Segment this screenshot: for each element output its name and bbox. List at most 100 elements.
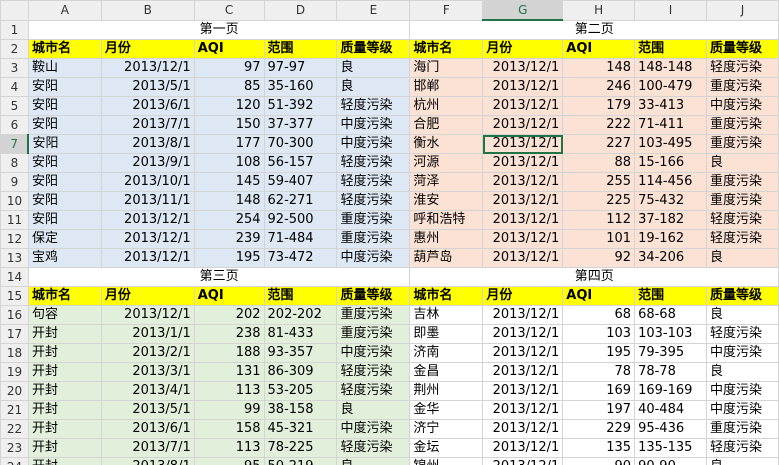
data-cell-c4[interactable]: 85 <box>193 77 265 97</box>
data-cell-d19[interactable]: 86-309 <box>263 362 338 382</box>
table-header-cell[interactable]: 月份 <box>100 286 195 306</box>
data-cell-c12[interactable]: 239 <box>193 229 265 249</box>
data-cell-e21[interactable]: 良 <box>336 400 411 420</box>
data-cell-b6[interactable]: 2013/7/1 <box>100 115 195 135</box>
data-cell-d12[interactable]: 71-484 <box>263 229 338 249</box>
data-cell-e17[interactable]: 重度污染 <box>336 324 411 344</box>
data-cell-b17[interactable]: 2013/1/1 <box>100 324 195 344</box>
data-cell-d5[interactable]: 51-392 <box>263 96 338 116</box>
data-cell-f11[interactable]: 呼和浩特 <box>409 210 484 230</box>
data-cell-f17[interactable]: 即墨 <box>409 324 484 344</box>
data-cell-j9[interactable]: 重度污染 <box>706 172 779 192</box>
data-cell-e5[interactable]: 轻度污染 <box>336 96 411 116</box>
column-header-j[interactable]: J <box>706 0 779 21</box>
data-cell-a7[interactable]: 安阳 <box>27 134 102 154</box>
data-cell-h21[interactable]: 197 <box>562 400 636 420</box>
data-cell-b13[interactable]: 2013/12/1 <box>100 248 195 268</box>
data-cell-h20[interactable]: 169 <box>562 381 636 401</box>
data-cell-b24[interactable]: 2013/8/1 <box>100 457 195 465</box>
data-cell-i19[interactable]: 78-78 <box>634 362 707 382</box>
data-cell-j6[interactable]: 重度污染 <box>706 115 779 135</box>
data-cell-i7[interactable]: 103-495 <box>634 134 707 154</box>
data-cell-j7[interactable]: 重度污染 <box>706 134 779 154</box>
row-header-10[interactable]: 10 <box>0 191 29 211</box>
data-cell-c9[interactable]: 145 <box>193 172 265 192</box>
data-cell-f9[interactable]: 菏泽 <box>409 172 484 192</box>
data-cell-a6[interactable]: 安阳 <box>27 115 102 135</box>
data-cell-b7[interactable]: 2013/8/1 <box>100 134 195 154</box>
data-cell-d9[interactable]: 59-407 <box>263 172 338 192</box>
data-cell-g19[interactable]: 2013/12/1 <box>482 362 564 382</box>
data-cell-g20[interactable]: 2013/12/1 <box>482 381 564 401</box>
table-header-cell[interactable]: 范围 <box>263 286 338 306</box>
page-title-cell[interactable]: 第二页 <box>409 19 779 40</box>
data-cell-b5[interactable]: 2013/6/1 <box>100 96 195 116</box>
data-cell-a18[interactable]: 开封 <box>27 343 102 363</box>
table-header-cell[interactable]: 城市名 <box>409 286 484 306</box>
data-cell-h17[interactable]: 103 <box>562 324 636 344</box>
data-cell-j23[interactable]: 轻度污染 <box>706 438 779 458</box>
data-cell-b21[interactable]: 2013/5/1 <box>100 400 195 420</box>
data-cell-g24[interactable]: 2013/12/1 <box>482 457 564 465</box>
data-cell-c3[interactable]: 97 <box>193 58 265 78</box>
data-cell-f10[interactable]: 淮安 <box>409 191 484 211</box>
data-cell-j16[interactable]: 良 <box>706 305 779 325</box>
data-cell-f20[interactable]: 荆州 <box>409 381 484 401</box>
data-cell-j5[interactable]: 中度污染 <box>706 96 779 116</box>
data-cell-g8[interactable]: 2013/12/1 <box>482 153 564 173</box>
data-cell-c8[interactable]: 108 <box>193 153 265 173</box>
data-cell-f19[interactable]: 金昌 <box>409 362 484 382</box>
data-cell-j24[interactable]: 良 <box>706 457 779 465</box>
table-header-cell[interactable]: 城市名 <box>27 286 102 306</box>
data-cell-f16[interactable]: 吉林 <box>409 305 484 325</box>
data-cell-h4[interactable]: 246 <box>562 77 636 97</box>
row-header-2[interactable]: 2 <box>0 39 29 59</box>
data-cell-d3[interactable]: 97-97 <box>263 58 338 78</box>
data-cell-d24[interactable]: 50-219 <box>263 457 338 465</box>
data-cell-g6[interactable]: 2013/12/1 <box>482 115 564 135</box>
data-cell-b10[interactable]: 2013/11/1 <box>100 191 195 211</box>
data-cell-j10[interactable]: 重度污染 <box>706 191 779 211</box>
data-cell-c24[interactable]: 95 <box>193 457 265 465</box>
data-cell-b18[interactable]: 2013/2/1 <box>100 343 195 363</box>
data-cell-j12[interactable]: 轻度污染 <box>706 229 779 249</box>
data-cell-i18[interactable]: 79-395 <box>634 343 707 363</box>
row-header-6[interactable]: 6 <box>0 115 29 135</box>
data-cell-j11[interactable]: 轻度污染 <box>706 210 779 230</box>
page-title-cell[interactable]: 第三页 <box>27 267 411 287</box>
data-cell-f6[interactable]: 合肥 <box>409 115 484 135</box>
data-cell-a16[interactable]: 句容 <box>27 305 102 325</box>
data-cell-d8[interactable]: 56-157 <box>263 153 338 173</box>
column-header-e[interactable]: E <box>336 0 411 21</box>
row-header-22[interactable]: 22 <box>0 419 29 439</box>
data-cell-e9[interactable]: 轻度污染 <box>336 172 411 192</box>
data-cell-f22[interactable]: 济宁 <box>409 419 484 439</box>
data-cell-e8[interactable]: 轻度污染 <box>336 153 411 173</box>
data-cell-d22[interactable]: 45-321 <box>263 419 338 439</box>
column-header-i[interactable]: I <box>634 0 707 21</box>
data-cell-h13[interactable]: 92 <box>562 248 636 268</box>
data-cell-f7[interactable]: 衡水 <box>409 134 484 154</box>
data-cell-j18[interactable]: 中度污染 <box>706 343 779 363</box>
row-header-19[interactable]: 19 <box>0 362 29 382</box>
data-cell-f13[interactable]: 葫芦岛 <box>409 248 484 268</box>
select-all-corner[interactable] <box>0 0 29 21</box>
data-cell-h22[interactable]: 229 <box>562 419 636 439</box>
data-cell-c23[interactable]: 113 <box>193 438 265 458</box>
data-cell-h8[interactable]: 88 <box>562 153 636 173</box>
column-header-a[interactable]: A <box>27 0 102 21</box>
data-cell-j17[interactable]: 轻度污染 <box>706 324 779 344</box>
data-cell-e16[interactable]: 重度污染 <box>336 305 411 325</box>
table-header-cell[interactable]: AQI <box>562 39 636 59</box>
data-cell-d17[interactable]: 81-433 <box>263 324 338 344</box>
data-cell-f24[interactable]: 锦州 <box>409 457 484 465</box>
column-header-h[interactable]: H <box>562 0 636 21</box>
data-cell-d4[interactable]: 35-160 <box>263 77 338 97</box>
data-cell-i20[interactable]: 169-169 <box>634 381 707 401</box>
table-header-cell[interactable]: 月份 <box>482 39 564 59</box>
data-cell-g9[interactable]: 2013/12/1 <box>482 172 564 192</box>
data-cell-f5[interactable]: 杭州 <box>409 96 484 116</box>
data-cell-b3[interactable]: 2013/12/1 <box>100 58 195 78</box>
data-cell-a9[interactable]: 安阳 <box>27 172 102 192</box>
